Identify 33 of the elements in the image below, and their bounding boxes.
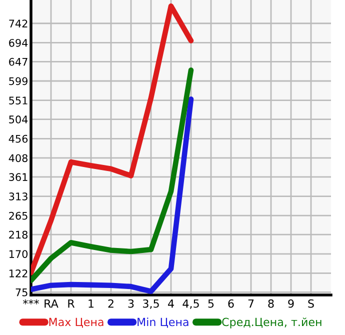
x-tick-label: S [308, 299, 314, 308]
y-tick-label: 265 [9, 212, 28, 220]
x-tick-label: 3 [128, 299, 134, 308]
y-tick-label: 75 [16, 288, 28, 296]
x-tick-label: 6 [228, 299, 234, 308]
y-tick-label: 456 [8, 134, 28, 143]
y-tick-label: 408 [8, 154, 28, 162]
x-tick-label: R [68, 300, 75, 308]
x-tick-label: 4 [168, 300, 174, 308]
legend-label: Сред.Цена, т.йен [222, 318, 322, 328]
x-tick-label: 4,5 [182, 300, 199, 309]
y-tick-label: 694 [9, 38, 28, 47]
y-tick-label: 742 [9, 20, 28, 28]
x-tick-label: 5 [208, 300, 214, 308]
x-tick-label: RA [44, 300, 58, 308]
y-tick-label: 504 [9, 116, 28, 124]
legend-label: Min Цена [138, 318, 188, 328]
y-tick-label: 647 [9, 58, 28, 66]
x-tick-label: 3,5 [143, 299, 159, 309]
x-tick-label: *** [23, 299, 39, 304]
x-tick-label: 8 [268, 299, 274, 308]
y-tick-label: 218 [9, 230, 28, 239]
y-tick-label: 170 [9, 250, 28, 258]
y-tick-label: 551 [9, 96, 28, 104]
y-tick-label: 599 [9, 77, 28, 86]
y-tick-label: 313 [9, 192, 28, 200]
y-tick-label: 361 [9, 173, 28, 182]
x-tick-label: 9 [288, 299, 294, 308]
y-tick-label: 122 [9, 269, 28, 278]
legend-label: Max Цена [49, 318, 104, 328]
x-tick-label: 7 [248, 300, 254, 308]
x-tick-label: 2 [108, 299, 114, 308]
x-tick-label: 1 [88, 300, 94, 308]
